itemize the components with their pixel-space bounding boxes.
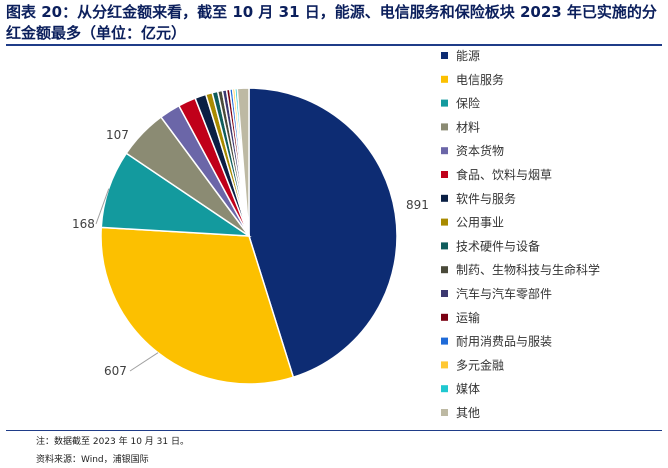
legend-swatch — [441, 147, 448, 155]
legend-label: 汽车与汽车零部件 — [456, 286, 552, 301]
pie-slice — [236, 87, 250, 237]
data-label: 607 — [104, 364, 127, 378]
legend-label: 食品、饮料与烟草 — [456, 167, 552, 182]
legend-label: 技术硬件与设备 — [456, 239, 540, 253]
pie-chart: 891 607 168 107 能源电信服务保险材料资本货物食品、饮料与烟草软件与服务… — [72, 49, 600, 420]
legend-swatch — [441, 218, 448, 226]
legend-label: 媒体 — [456, 382, 480, 396]
legend-swatch — [441, 75, 448, 83]
label-leader-line — [95, 188, 110, 225]
legend-swatch — [441, 171, 448, 178]
legend-label: 保险 — [456, 96, 480, 111]
legend-swatch — [441, 194, 448, 202]
pie-slice — [100, 226, 295, 385]
legend-label: 资本货物 — [456, 143, 504, 158]
footer-divider — [6, 430, 662, 431]
chart-title: 图表 20：从分红金额来看，截至 10 月 31 日，能源、电信服务和保险板块 … — [6, 3, 657, 42]
legend-label: 材料 — [456, 120, 480, 134]
title-divider — [6, 44, 662, 46]
footnote-note: 注：数据截至 2023 年 10 月 31 日。 — [36, 437, 189, 447]
data-label: 168 — [72, 217, 95, 231]
legend-swatch — [441, 266, 448, 274]
legend-swatch — [441, 99, 448, 107]
legend-swatch — [441, 361, 448, 369]
data-labels: 891 607 168 107 — [72, 128, 429, 378]
data-label: 107 — [106, 128, 129, 142]
legend: 能源电信服务保险材料资本货物食品、饮料与烟草软件与服务公用事业技术硬件与设备制药… — [441, 49, 600, 420]
legend-swatch — [441, 123, 448, 131]
legend-label: 电信服务 — [456, 72, 504, 87]
legend-swatch — [441, 337, 448, 345]
legend-label: 其他 — [456, 406, 480, 420]
legend-swatch — [441, 290, 448, 297]
legend-label: 多元金融 — [456, 357, 504, 372]
legend-label: 软件与服务 — [456, 191, 516, 206]
legend-swatch — [441, 242, 448, 250]
label-leader-line — [129, 352, 159, 372]
legend-swatch — [441, 409, 448, 416]
legend-swatch — [441, 385, 448, 393]
legend-swatch — [441, 52, 448, 59]
legend-label: 运输 — [456, 310, 480, 325]
pie-slices — [100, 87, 398, 385]
legend-label: 能源 — [456, 49, 480, 63]
data-label: 891 — [406, 198, 429, 212]
legend-label: 制药、生物科技与生命科学 — [456, 262, 600, 277]
legend-swatch — [441, 313, 448, 321]
pie-slice — [248, 87, 398, 379]
footnote-source: 资料来源：Wind，浦银国际 — [36, 455, 149, 465]
legend-label: 耐用消费品与服装 — [456, 335, 552, 349]
legend-label: 公用事业 — [456, 216, 504, 230]
